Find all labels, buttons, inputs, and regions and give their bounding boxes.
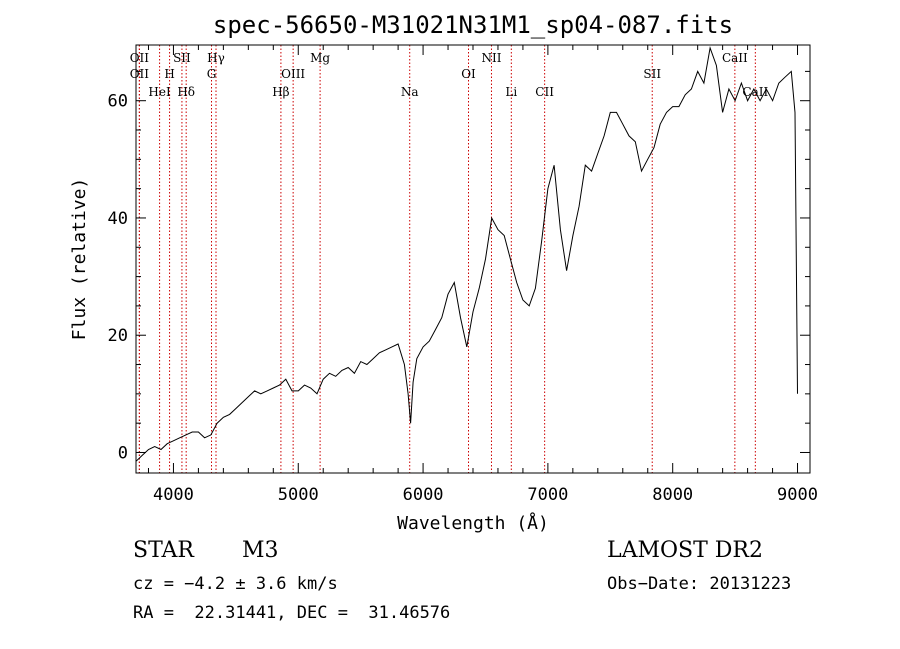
line-marker-label-1: OII	[130, 67, 150, 81]
line-marker-label-15: CII	[535, 85, 554, 99]
x-tick-label-6000: 6000	[403, 485, 444, 505]
line-marker-label-0: OII	[130, 51, 150, 65]
y-axis-label: Flux (relative)	[69, 178, 90, 341]
x-tick-label-5000: 5000	[278, 485, 319, 505]
object-subclass: M3	[242, 538, 279, 563]
x-tick-label-8000: 8000	[652, 485, 693, 505]
line-marker-label-4: SII	[173, 51, 191, 65]
axis-ticks: 4000 5000 6000 7000 8000 9000 0 20 40 60	[108, 45, 818, 505]
line-marker-label-17: CaII	[722, 51, 748, 65]
y-tick-label-60: 60	[108, 92, 128, 112]
line-marker-label-10: Mg	[310, 51, 330, 65]
y-tick-label-0: 0	[118, 443, 128, 463]
object-class: STAR	[133, 538, 194, 563]
line-marker-label-14: Li	[505, 85, 517, 99]
y-tick-label-40: 40	[108, 209, 128, 229]
line-marker-label-6: G	[207, 67, 217, 81]
plot-frame	[135, 44, 811, 474]
x-tick-label-9000: 9000	[777, 485, 818, 505]
line-marker-label-2: HeI	[148, 85, 171, 99]
line-marker-label-11: Na	[401, 85, 419, 99]
line-marker-label-7: Hγ	[207, 51, 225, 65]
line-markers: OII OII HeI H SII Hδ G Hγ Hβ OIII Mg Na OI NII Li CII SI…	[130, 45, 768, 473]
line-marker-label-12: OI	[461, 67, 476, 81]
line-marker-label-13: NII	[481, 51, 501, 65]
line-marker-label-16: SII	[643, 67, 661, 81]
x-tick-label-4000: 4000	[153, 485, 194, 505]
x-tick-label-7000: 7000	[527, 485, 568, 505]
survey-name: LAMOST DR2	[607, 538, 763, 563]
redshift-cz: cz = −4.2 ± 3.6 km/s	[133, 574, 338, 594]
chart-title: spec-56650-M31021N31M1_sp04-087.fits	[213, 11, 733, 39]
line-marker-label-3: H	[164, 67, 174, 81]
line-marker-label-8: Hβ	[272, 85, 289, 99]
x-axis-label: Wavelength (Å)	[397, 512, 549, 534]
line-marker-label-5: Hδ	[177, 85, 195, 99]
flux-series-line	[135, 45, 798, 462]
ra-dec: RA = 22.31441, DEC = 31.46576	[133, 603, 451, 623]
y-tick-label-20: 20	[108, 326, 128, 346]
line-marker-label-9: OIII	[281, 67, 305, 81]
obs-date: Obs−Date: 20131223	[607, 574, 792, 594]
